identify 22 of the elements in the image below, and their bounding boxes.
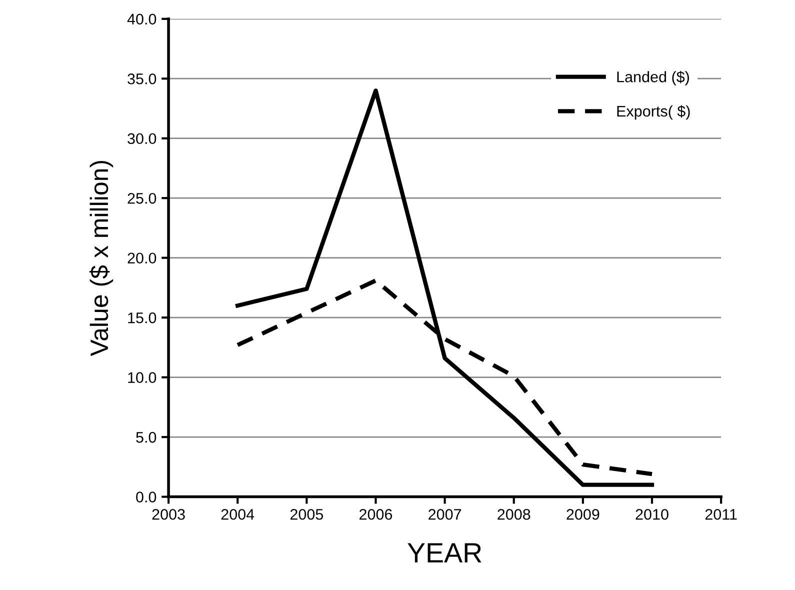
y-tick-label: 35.0 xyxy=(128,73,156,84)
x-tick-label: 2009 xyxy=(566,508,600,520)
x-tick-label: 2005 xyxy=(290,508,324,520)
x-tick-label: 2003 xyxy=(152,508,185,520)
x-tick-label: 2004 xyxy=(221,508,254,520)
y-tick-label: 0.0 xyxy=(136,492,156,502)
y-tick-label: 25.0 xyxy=(128,192,156,204)
y-tick-label: 40.0 xyxy=(127,14,156,25)
y-axis-title: Value ($ x million) xyxy=(89,160,114,356)
legend-label: Landed ($) xyxy=(617,70,689,86)
y-tick-label: 10.0 xyxy=(128,372,156,383)
y-tick-label: 30.0 xyxy=(128,133,156,144)
x-tick-label: 2011 xyxy=(705,508,737,520)
x-tick-label: 2007 xyxy=(428,508,462,520)
y-tick-label: 5.0 xyxy=(136,432,156,443)
y-tick-label: 15.0 xyxy=(128,312,156,324)
y-tick-label: 20.0 xyxy=(128,252,156,264)
x-tick-label: 2006 xyxy=(360,508,392,520)
x-tick-label: 2010 xyxy=(636,508,668,520)
x-axis-title: YEAR xyxy=(408,543,482,562)
legend-label: Exports( $) xyxy=(617,105,690,120)
x-tick-label: 2008 xyxy=(498,508,530,520)
